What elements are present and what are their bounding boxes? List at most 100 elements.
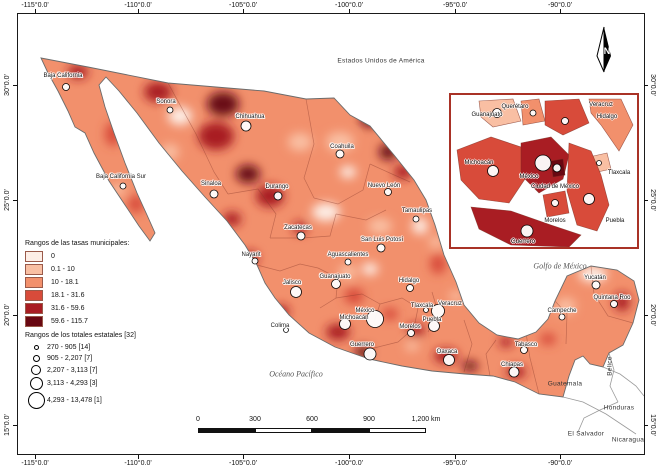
inset-state-shape — [544, 98, 590, 136]
rate-blob — [394, 165, 412, 179]
inset-state-label: Tlaxcala — [607, 170, 631, 176]
state-total-circle — [407, 329, 415, 337]
longitude-label-top: -115°0.0' — [21, 2, 49, 9]
north-arrow: N — [596, 26, 611, 73]
state-total-circle — [443, 354, 455, 366]
legend-total-item: 270 - 905 [14] — [25, 342, 185, 353]
rate-blob — [382, 308, 398, 320]
state-total-circle — [384, 188, 392, 196]
state-boundary-line — [369, 163, 411, 183]
legend-color-swatch — [25, 303, 43, 314]
inset-state-label: Puebla — [605, 218, 625, 224]
legend-rate-item: 10 - 18.1 — [25, 276, 185, 289]
state-total-circle — [376, 243, 386, 253]
inset-state-label: Guerrero — [510, 239, 536, 245]
state-total-circle — [508, 366, 520, 378]
map-frame: Baja California Sonora Chihuahua Coahuila Ba… — [17, 13, 645, 455]
legend-rate-item: 59.6 - 115.7 — [25, 315, 185, 328]
tick-bottom — [560, 455, 561, 459]
rate-blob — [339, 265, 357, 279]
legend-circle-symbol — [27, 392, 45, 409]
legend-color-swatch — [25, 251, 43, 262]
rate-blob — [430, 254, 446, 274]
longitude-label-top: -110°0.0' — [124, 2, 152, 9]
tick-left — [13, 85, 17, 86]
state-total-circle — [119, 182, 127, 190]
longitude-label-top: -105°0.0' — [229, 2, 257, 9]
legend-totals-items: 270 - 905 [14] 905 - 2,207 [7] 2,207 - 3,1… — [25, 342, 185, 410]
inset-state-label: Querétaro — [501, 104, 529, 110]
tick-top — [35, 9, 36, 13]
rate-blob — [168, 107, 192, 125]
inset-total-circle — [520, 224, 534, 238]
state-boundary-line — [313, 163, 371, 205]
rate-blob — [326, 132, 354, 152]
legend-rate-item: 0 — [25, 250, 185, 263]
state-total-circle — [366, 310, 384, 328]
legend-total-label: 270 - 905 [14] — [47, 344, 91, 351]
country-border-line — [608, 352, 619, 403]
longitude-label-top: -90°0.0' — [548, 2, 572, 9]
state-boundary-line — [227, 188, 277, 239]
legend-total-label: 2,207 - 3,113 [7] — [47, 366, 98, 374]
state-total-circle — [591, 280, 601, 290]
state-total-circle — [520, 346, 528, 354]
state-total-circle — [251, 257, 259, 265]
rate-blob — [207, 92, 239, 116]
state-total-circle — [412, 215, 420, 223]
state-total-circle — [166, 106, 174, 114]
tick-bottom — [455, 455, 456, 459]
latitude-label-right: 20°0.0' — [649, 304, 656, 326]
longitude-label-bottom: -100°0.0' — [335, 460, 363, 467]
latitude-label-left: 15°0.0' — [4, 414, 11, 436]
legend-color-swatch — [25, 264, 43, 275]
rate-blob — [288, 133, 312, 151]
rate-blob — [540, 333, 556, 345]
legend-totals-title: Rangos de los totales estatales [32] — [25, 332, 136, 339]
tick-bottom — [349, 455, 350, 459]
state-total-circle — [610, 300, 618, 308]
latitude-label-right: 25°0.0' — [649, 189, 656, 211]
legend-rate-label: 0 — [51, 253, 55, 260]
tick-top — [349, 9, 350, 13]
rate-blob — [405, 341, 419, 351]
legend-total-label: 905 - 2,207 [7] — [47, 355, 93, 362]
rate-blob — [344, 288, 364, 304]
state-total-circle — [240, 120, 252, 132]
legend-rate-label: 10 - 18.1 — [51, 279, 79, 286]
rate-blob — [556, 298, 576, 314]
scalebar-segment — [312, 428, 369, 433]
legend-color-swatch — [25, 277, 43, 288]
rate-blob — [340, 166, 356, 178]
state-total-circle — [431, 304, 445, 318]
legend-circle-cell — [25, 355, 47, 362]
latitude-label-left: 25°0.0' — [4, 189, 11, 211]
legend-circle-cell — [25, 365, 47, 375]
legend-rate-item: 31.6 - 59.6 — [25, 302, 185, 315]
inset-state-label: Veracruz — [589, 102, 613, 108]
legend-rates-title: Rangos de las tasas municipales: — [25, 240, 130, 247]
legend-color-swatch — [25, 290, 43, 301]
tick-right — [644, 425, 648, 426]
country-border-line — [577, 401, 619, 433]
state-total-circle — [363, 347, 377, 361]
inset-map-canvas — [456, 98, 634, 247]
inset-total-circle — [529, 109, 537, 117]
legend: Rangos de las tasas municipales: 0 0.1 - … — [25, 240, 185, 410]
inset-state-shape — [588, 98, 634, 152]
latitude-label-left: 30°0.0' — [4, 74, 11, 96]
inset-state-label: Michoacán — [464, 160, 494, 166]
legend-circle-cell — [25, 345, 47, 350]
scalebar-label: 600 — [306, 416, 318, 423]
inset-state-label: México — [519, 174, 539, 180]
tick-bottom — [243, 455, 244, 459]
state-total-circle — [283, 327, 289, 333]
longitude-label-top: -95°0.0' — [443, 2, 467, 9]
legend-rate-item: 0.1 - 10 — [25, 263, 185, 276]
rate-blob — [68, 65, 88, 79]
state-boundary-line — [167, 82, 229, 195]
state-total-circle — [406, 284, 414, 292]
inset-state-label: Morelos — [544, 218, 566, 224]
inset-state-shape — [566, 142, 610, 232]
